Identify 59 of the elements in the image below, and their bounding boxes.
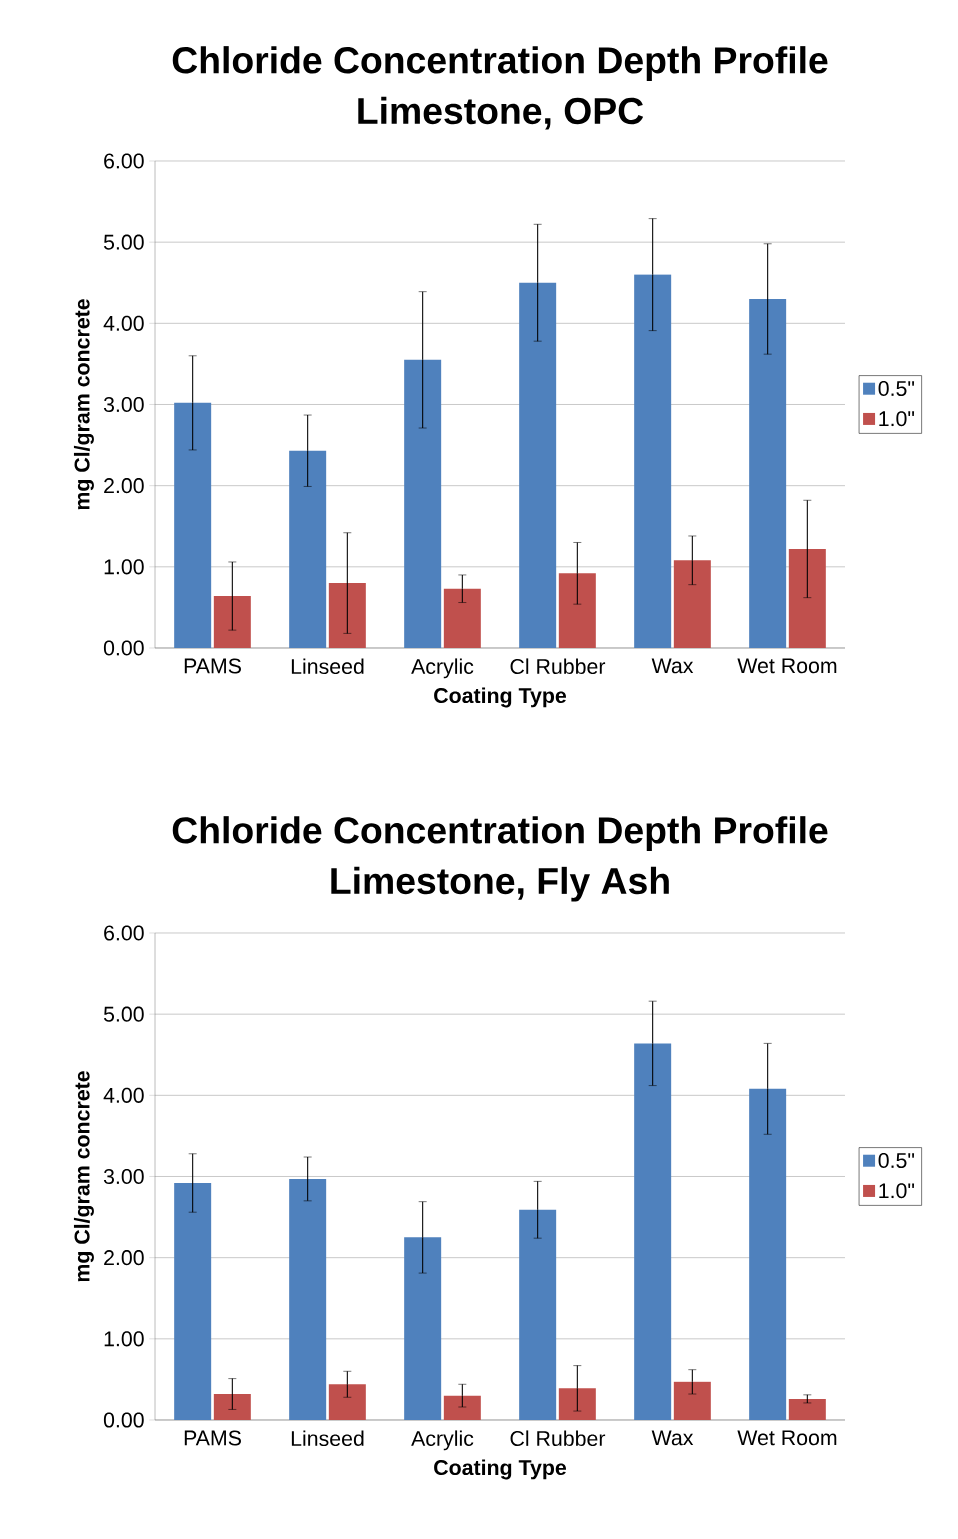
y-tick-label: 1.00 — [104, 1331, 144, 1347]
chart-subtitle: Limestone, OPC — [358, 96, 644, 130]
y-tick-label: 2.00 — [104, 478, 144, 494]
bar — [519, 282, 557, 648]
y-tick-label: 5.00 — [103, 234, 144, 250]
y-tick-label: 0.00 — [103, 640, 144, 656]
y-axis-title: mg Cl/gram concrete — [73, 299, 94, 510]
y-tick-label: 6.00 — [104, 925, 144, 941]
y-tick-label: 4.00 — [103, 1087, 144, 1103]
bar — [443, 1395, 481, 1420]
y-axis-title: mg Cl/gram concrete — [73, 1071, 94, 1282]
bar — [673, 1381, 711, 1420]
bar — [404, 359, 442, 648]
x-tick-label: PAMS — [184, 1430, 241, 1446]
y-tick-label: 5.00 — [103, 1006, 144, 1022]
x-tick-label: Cl Rubber — [510, 1430, 606, 1447]
chart-subtitle: Limestone, Fly Ash — [331, 866, 669, 902]
bar — [404, 1237, 442, 1420]
legend-label: 0.5" — [878, 380, 915, 397]
bar — [213, 1394, 251, 1420]
bar — [749, 1088, 787, 1420]
x-tick-label: Linseed — [291, 1430, 364, 1447]
bar — [634, 274, 672, 648]
x-tick-label: Linseed — [291, 658, 364, 675]
bar — [788, 548, 826, 648]
x-tick-label: Wet Room — [737, 658, 837, 674]
y-tick-label: 3.00 — [103, 396, 144, 413]
bar — [174, 402, 212, 648]
bar — [174, 1182, 212, 1420]
bar — [289, 450, 327, 648]
x-tick-label: Acrylic — [411, 1430, 474, 1451]
y-tick-label: 2.00 — [104, 1250, 144, 1266]
x-tick-label: Acrylic — [411, 658, 474, 679]
x-axis-title: Coating Type — [434, 687, 567, 708]
legend-label: 1.0" — [879, 411, 915, 427]
bar — [634, 1043, 672, 1420]
y-tick-label: 1.00 — [104, 559, 144, 575]
y-tick-label: 6.00 — [104, 153, 144, 169]
bar — [328, 1384, 366, 1420]
legend-label: 1.0" — [879, 1183, 915, 1199]
bar — [289, 1178, 327, 1420]
x-tick-label: PAMS — [184, 658, 241, 674]
y-tick-label: 4.00 — [103, 315, 144, 331]
bar — [788, 1398, 826, 1420]
chart-title: Chloride Concentration Depth Profile — [172, 46, 828, 81]
x-tick-label: Cl Rubber — [510, 658, 606, 675]
bar — [749, 298, 787, 648]
bar — [558, 573, 596, 648]
x-tick-label: Wax — [651, 658, 694, 674]
bar — [519, 1209, 557, 1420]
bar — [443, 588, 481, 648]
bar — [673, 560, 711, 648]
legend-label: 0.5" — [878, 1152, 915, 1169]
x-axis-title: Coating Type — [434, 1459, 567, 1480]
y-tick-label: 3.00 — [103, 1168, 144, 1185]
chart-title: Chloride Concentration Depth Profile — [172, 816, 828, 851]
x-tick-label: Wax — [651, 1430, 694, 1446]
x-tick-label: Wet Room — [737, 1430, 837, 1446]
y-tick-label: 0.00 — [103, 1412, 144, 1428]
